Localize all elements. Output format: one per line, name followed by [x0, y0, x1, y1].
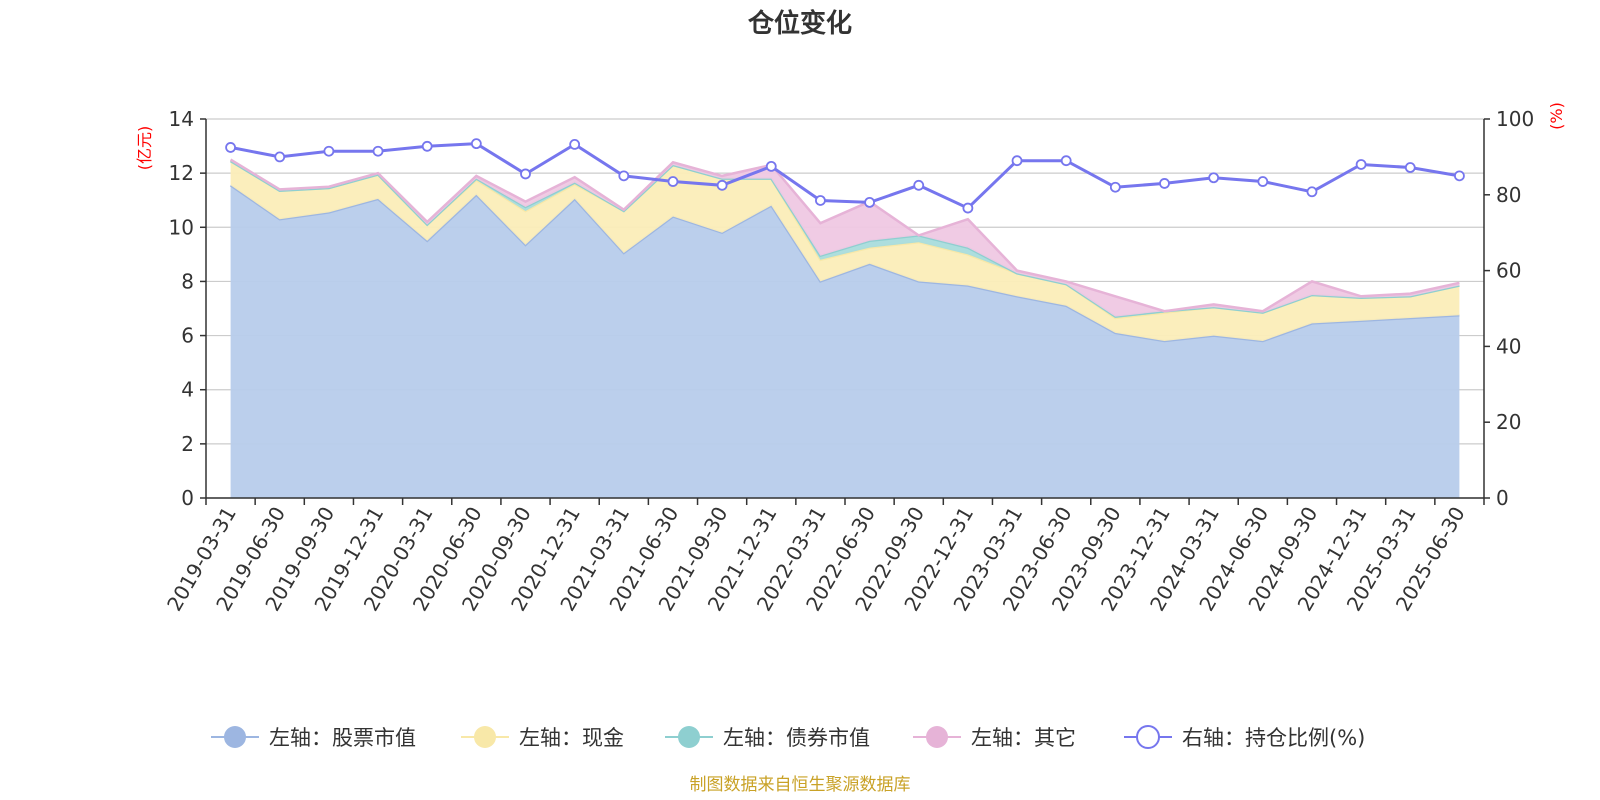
right-tick-label-0: 0 [1496, 486, 1509, 510]
legend-marker-3 [926, 726, 948, 748]
right-tick-label-4: 80 [1496, 183, 1521, 207]
ratio-point-20 [1208, 172, 1220, 184]
left-tick-label-4: 8 [181, 269, 194, 293]
ratio-line [230, 142, 1460, 210]
ratio-point-11 [765, 160, 777, 172]
legend-label-2: 左轴：债券市值 [723, 726, 870, 750]
legend-label-4: 右轴：持仓比例(%) [1182, 726, 1365, 750]
ratio-point-4 [421, 140, 433, 152]
right-tick-label-1: 20 [1496, 410, 1521, 434]
ratio-point-14 [913, 179, 925, 191]
ratio-point-3 [372, 145, 384, 157]
legend-marker-0 [224, 726, 246, 748]
legend-label-1: 左轴：现金 [519, 726, 624, 750]
ratio-point-5 [470, 138, 482, 150]
legend-item-4[interactable]: 右轴：持仓比例(%) [1124, 725, 1365, 750]
ratio-point-8 [618, 170, 630, 182]
area-series [229, 158, 1460, 499]
left-axis-unit: (亿元) [135, 126, 154, 171]
area-fill-3 [230, 159, 1460, 317]
legend-item-3[interactable]: 左轴：其它 [913, 726, 1076, 750]
source-note: 制图数据来自恒生聚源数据库 [690, 775, 911, 795]
legend-marker-4 [1136, 725, 1160, 749]
right-tick-label-5: 100 [1496, 107, 1534, 131]
ratio-point-13 [864, 196, 875, 208]
ratio-point-18 [1109, 181, 1121, 193]
ratio-point-0 [225, 142, 236, 153]
ratio-point-1 [274, 151, 286, 163]
ratio-point-25 [1454, 170, 1465, 182]
left-tick-label-2: 4 [181, 378, 194, 402]
legend[interactable]: 左轴：股票市值 左轴：现金 左轴：债券市值 左轴：其它 右轴：持仓比例(%) [211, 725, 1365, 750]
legend-item-1[interactable]: 左轴：现金 [461, 726, 624, 750]
ratio-point-21 [1257, 176, 1269, 187]
left-tick-label-3: 6 [181, 324, 194, 348]
area-fill-0 [230, 185, 1460, 499]
ratio-point-19 [1159, 178, 1170, 189]
left-tick-label-5: 10 [169, 215, 194, 239]
ratio-point-23 [1355, 159, 1367, 170]
ratio-point-22 [1306, 186, 1318, 198]
left-tick-label-1: 2 [181, 432, 194, 456]
legend-marker-2 [678, 726, 700, 748]
left-tick-label-0: 0 [181, 486, 194, 510]
ratio-point-15 [962, 202, 974, 214]
legend-marker-1 [474, 726, 496, 748]
ratio-line-series [225, 138, 1465, 214]
legend-label-3: 左轴：其它 [971, 726, 1076, 750]
ratio-point-12 [815, 195, 826, 206]
right-tick-label-3: 60 [1496, 259, 1521, 283]
left-tick-label-6: 12 [169, 161, 194, 185]
legend-item-0[interactable]: 左轴：股票市值 [211, 726, 416, 750]
ratio-point-17 [1060, 155, 1072, 167]
area-edge-3 [229, 158, 1460, 313]
ratio-point-16 [1011, 155, 1023, 167]
ratio-point-6 [520, 168, 531, 180]
chart-title: 仓位变化 [747, 8, 852, 39]
legend-label-0: 左轴：股票市值 [269, 726, 416, 750]
ratio-point-2 [323, 145, 335, 157]
ratio-point-9 [667, 176, 679, 187]
legend-item-2[interactable]: 左轴：债券市值 [665, 726, 870, 750]
right-tick-label-2: 40 [1496, 334, 1521, 358]
area-fill-1 [230, 161, 1460, 341]
ratio-point-10 [716, 179, 728, 191]
ratio-point-24 [1404, 162, 1416, 173]
ratio-point-7 [569, 138, 581, 150]
right-axis-unit: (%) [1547, 102, 1566, 130]
left-tick-label-7: 14 [169, 107, 194, 131]
